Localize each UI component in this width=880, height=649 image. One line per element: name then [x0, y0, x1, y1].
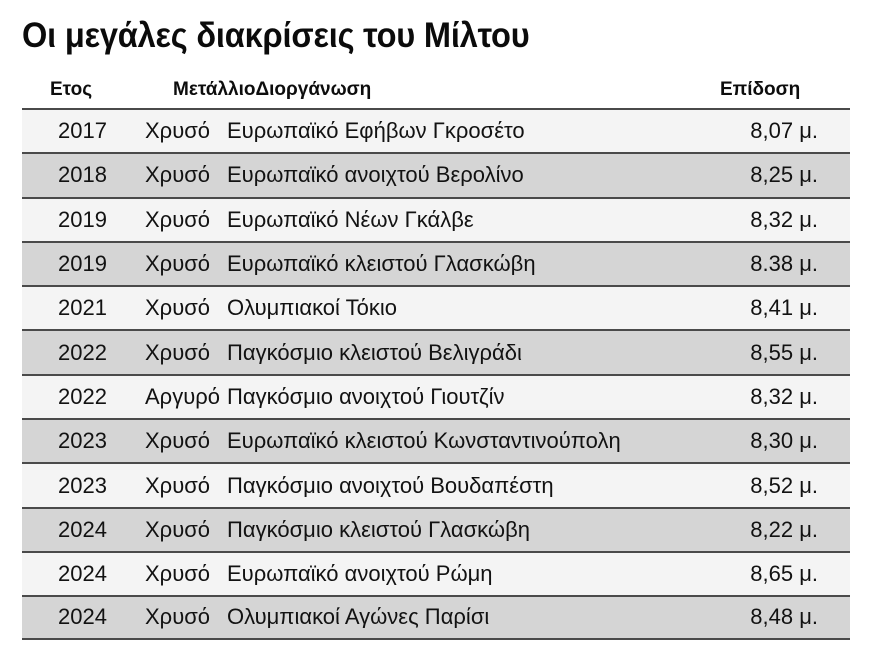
table-row: 2023 Χρυσό Ευρωπαϊκό κλειστού Κωνσταντινού… — [22, 418, 850, 463]
cell-medal: Χρυσό — [145, 516, 211, 542]
column-header-event: Διοργάνωση — [255, 79, 372, 99]
column-header-year: Ετος — [50, 78, 93, 100]
cell-mark: 8,55 μ. — [750, 339, 818, 365]
cell-mark: 8.38 μ. — [750, 251, 818, 277]
cell-year: 2019 — [58, 206, 107, 232]
cell-year: 2024 — [58, 604, 107, 630]
cell-mark: 8,65 μ. — [750, 561, 818, 587]
table-row: 2022 Χρυσό Παγκόσμιο κλειστού Βελιγράδι 8,5… — [22, 329, 850, 374]
cell-medal: Χρυσό — [145, 118, 211, 144]
achievements-table: Ετος Μετάλλιο Διοργάνωση Επίδοση 2017 Χρυ… — [22, 70, 850, 640]
column-header-mark: Επίδοση — [720, 78, 801, 100]
cell-year: 2021 — [58, 295, 107, 321]
cell-mark: 8,22 μ. — [750, 516, 818, 542]
cell-mark: 8,30 μ. — [750, 428, 818, 454]
cell-event: Παγκόσμιο κλειστού Βελιγράδι — [227, 341, 522, 364]
table-row: 2021 Χρυσό Ολυμπιακοί Τόκιο 8,41 μ. — [22, 285, 850, 330]
cell-mark: 8,41 μ. — [750, 295, 818, 321]
cell-mark: 8,25 μ. — [750, 162, 818, 188]
table-row: 2018 Χρυσό Ευρωπαϊκό ανοιχτού Βερολίνο 8,25… — [22, 152, 850, 197]
cell-event: Ολυμπιακοί Τόκιο — [227, 297, 398, 320]
cell-year: 2017 — [58, 118, 107, 144]
cell-mark: 8,48 μ. — [750, 604, 818, 630]
cell-medal: Αργυρό — [145, 383, 220, 409]
cell-event: Ευρωπαϊκό Εφήβων Γκροσέτο — [227, 120, 525, 143]
cell-year: 2024 — [58, 561, 107, 587]
cell-event: Ευρωπαϊκό κλειστού Γλασκώβη — [227, 253, 536, 276]
page-title: Οι μεγάλες διακρίσεις του Μίλτου — [22, 16, 530, 55]
table-body: 2017 Χρυσό Ευρωπαϊκό Εφήβων Γκροσέτο 8,07 μ… — [22, 108, 850, 640]
cell-event: Ευρωπαϊκό Νέων Γκάλβε — [227, 208, 474, 231]
cell-mark: 8,07 μ. — [750, 118, 818, 144]
table-row: 2024 Χρυσό Ολυμπιακοί Αγώνες Παρίσι 8,48 μ. — [22, 595, 850, 640]
cell-medal: Χρυσό — [145, 295, 211, 321]
cell-event: Ευρωπαϊκό κλειστού Κωνσταντινούπολη — [227, 430, 621, 453]
cell-mark: 8,32 μ. — [750, 206, 818, 232]
table-row: 2022 Αργυρό Παγκόσμιο ανοιχτού Γιουτζίν 8,3… — [22, 373, 850, 419]
cell-event: Παγκόσμιο ανοιχτού Βουδαπέστη — [227, 474, 554, 497]
cell-mark: 8,32 μ. — [750, 383, 818, 409]
cell-medal: Χρυσό — [145, 604, 211, 630]
table-row: 2017 Χρυσό Ευρωπαϊκό Εφήβων Γκροσέτο 8,07 μ… — [22, 108, 850, 153]
cell-year: 2023 — [58, 428, 107, 454]
cell-year: 2022 — [58, 383, 107, 409]
cell-event: Παγκόσμιο κλειστού Γλασκώβη — [227, 518, 530, 541]
table-header-row: Ετος Μετάλλιο Διοργάνωση Επίδοση — [22, 70, 850, 108]
cell-year: 2019 — [58, 251, 107, 277]
cell-medal: Χρυσό — [145, 561, 211, 587]
cell-event: Ευρωπαϊκό ανοιχτού Βερολίνο — [227, 164, 524, 187]
cell-medal: Χρυσό — [145, 339, 211, 365]
cell-medal: Χρυσό — [145, 472, 211, 498]
cell-event: Ευρωπαϊκό ανοιχτού Ρώμη — [227, 563, 493, 586]
cell-event: Παγκόσμιο ανοιχτού Γιουτζίν — [227, 385, 505, 408]
cell-medal: Χρυσό — [145, 251, 211, 277]
column-header-medal: Μετάλλιο — [173, 78, 256, 100]
table-row: 2019 Χρυσό Ευρωπαϊκό Νέων Γκάλβε 8,32 μ. — [22, 196, 850, 241]
table-row: 2019 Χρυσό Ευρωπαϊκό κλειστού Γλασκώβη 8.38… — [22, 240, 850, 286]
table-row: 2024 Χρυσό Παγκόσμιο κλειστού Γλασκώβη 8,22… — [22, 506, 850, 551]
cell-mark: 8,52 μ. — [750, 472, 818, 498]
cell-medal: Χρυσό — [145, 206, 211, 232]
cell-event: Ολυμπιακοί Αγώνες Παρίσι — [227, 606, 490, 629]
table-row: 2024 Χρυσό Ευρωπαϊκό ανοιχτού Ρώμη 8,65 μ. — [22, 550, 850, 596]
cell-medal: Χρυσό — [145, 162, 211, 188]
cell-medal: Χρυσό — [145, 428, 211, 454]
cell-year: 2024 — [58, 516, 107, 542]
table-row: 2023 Χρυσό Παγκόσμιο ανοιχτού Βουδαπέστη 8,… — [22, 462, 850, 507]
cell-year: 2018 — [58, 162, 107, 188]
cell-year: 2023 — [58, 472, 107, 498]
cell-year: 2022 — [58, 339, 107, 365]
